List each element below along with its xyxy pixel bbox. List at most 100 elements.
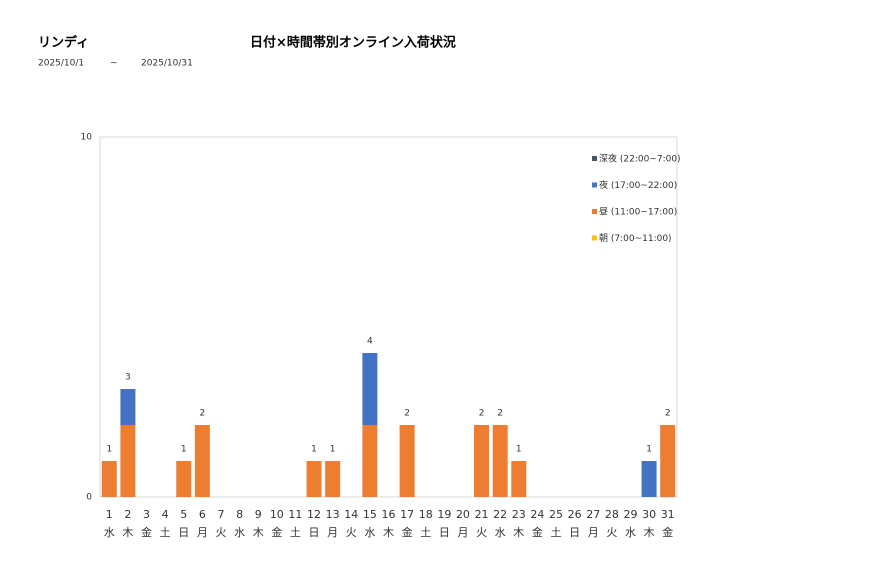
total-label: 1	[106, 445, 112, 455]
bar-segment	[641, 461, 657, 497]
x-tick-label: 24	[530, 508, 544, 521]
bar-segment	[511, 461, 527, 497]
x-tick-label: 2	[124, 508, 131, 521]
x-weekday-label: 水	[364, 526, 375, 539]
x-tick-label: 1	[106, 508, 113, 521]
x-tick-label: 8	[236, 508, 243, 521]
x-weekday-label: 土	[160, 526, 171, 539]
x-tick-label: 10	[270, 508, 284, 521]
x-weekday-label: 火	[476, 526, 487, 539]
x-tick-label: 19	[437, 508, 451, 521]
x-tick-label: 26	[568, 508, 582, 521]
y-tick-label: 0	[86, 493, 92, 503]
x-weekday-label: 水	[625, 526, 636, 539]
total-label: 1	[516, 445, 522, 455]
x-weekday-label: 金	[662, 525, 673, 539]
x-weekday-label: 木	[383, 526, 394, 539]
x-weekday-label: 火	[346, 526, 357, 539]
bar-segment	[120, 389, 136, 425]
total-label: 4	[367, 337, 373, 347]
x-weekday-label: 金	[402, 525, 413, 539]
bar-segment	[492, 425, 508, 497]
x-tick-label: 22	[493, 508, 507, 521]
x-weekday-label: 金	[141, 525, 152, 539]
legend-swatch	[592, 209, 597, 214]
legend-label: 深夜 (22:00~7:00)	[599, 153, 681, 165]
total-label: 2	[404, 409, 410, 419]
date-sep: ~	[110, 59, 118, 69]
x-weekday-label: 土	[290, 526, 301, 539]
x-weekday-label: 日	[569, 526, 580, 539]
bar-segment	[120, 425, 136, 497]
x-tick-label: 23	[512, 508, 526, 521]
x-weekday-label: 月	[197, 526, 208, 539]
x-tick-label: 6	[199, 508, 206, 521]
x-weekday-label: 日	[178, 526, 189, 539]
y-tick-label: 10	[81, 133, 93, 143]
x-tick-label: 13	[326, 508, 340, 521]
bar-segment	[101, 461, 117, 497]
bar-segment	[660, 425, 676, 497]
x-weekday-label: 月	[457, 526, 468, 539]
x-tick-label: 21	[475, 508, 489, 521]
x-weekday-label: 水	[104, 526, 115, 539]
legend-label: 朝 (7:00~11:00)	[599, 233, 672, 244]
x-weekday-label: 木	[644, 526, 655, 539]
chart-title: 日付×時間帯別オンライン入荷状況	[250, 35, 456, 51]
x-tick-label: 17	[400, 508, 414, 521]
bar-segment	[325, 461, 341, 497]
x-tick-label: 20	[456, 508, 470, 521]
x-tick-label: 29	[623, 508, 637, 521]
total-label: 2	[497, 409, 503, 419]
x-weekday-label: 火	[606, 526, 617, 539]
x-tick-label: 7	[217, 508, 224, 521]
x-tick-label: 15	[363, 508, 377, 521]
x-weekday-label: 火	[215, 526, 226, 539]
total-label: 3	[125, 373, 131, 383]
legend-label: 昼 (11:00~17:00)	[599, 207, 677, 218]
total-label: 2	[479, 409, 485, 419]
x-tick-label: 9	[255, 508, 262, 521]
x-weekday-label: 月	[327, 526, 338, 539]
date-to: 2025/10/31	[141, 59, 193, 69]
total-label: 2	[200, 409, 206, 419]
x-tick-label: 4	[162, 508, 169, 521]
x-tick-label: 5	[180, 508, 187, 521]
bar-segment	[176, 461, 192, 497]
x-weekday-label: 水	[495, 526, 506, 539]
x-weekday-label: 土	[551, 526, 562, 539]
total-label: 1	[330, 445, 336, 455]
x-weekday-label: 水	[234, 526, 245, 539]
legend-label: 夜 (17:00~22:00)	[599, 179, 677, 191]
brand: リンディ	[38, 35, 89, 51]
legend-swatch	[592, 156, 597, 161]
bar-segment	[362, 425, 378, 497]
legend-swatch	[592, 235, 597, 241]
total-label: 2	[665, 409, 671, 419]
x-tick-label: 25	[549, 508, 563, 521]
plot-area	[99, 136, 678, 498]
x-weekday-label: 木	[122, 526, 133, 539]
bar-segment	[399, 425, 415, 497]
x-tick-label: 3	[143, 508, 150, 521]
bar-segment	[362, 353, 378, 425]
x-tick-label: 18	[419, 508, 433, 521]
x-tick-label: 14	[344, 508, 358, 521]
x-weekday-label: 日	[439, 526, 450, 539]
bar-segment	[194, 425, 210, 497]
legend-swatch	[592, 182, 597, 188]
x-tick-label: 31	[661, 508, 675, 521]
x-weekday-label: 木	[253, 526, 264, 539]
total-label: 1	[311, 445, 317, 455]
bar-segment	[474, 425, 490, 497]
x-tick-label: 28	[605, 508, 619, 521]
x-tick-label: 16	[382, 508, 396, 521]
x-weekday-label: 日	[309, 526, 320, 539]
x-weekday-label: 月	[588, 526, 599, 539]
date-from: 2025/10/1	[38, 59, 84, 69]
x-weekday-label: 金	[532, 525, 543, 539]
total-label: 1	[646, 445, 652, 455]
x-tick-label: 30	[642, 508, 656, 521]
x-tick-label: 12	[307, 508, 321, 521]
